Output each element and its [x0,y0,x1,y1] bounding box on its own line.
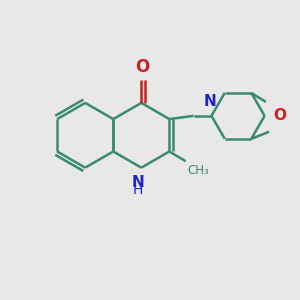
Text: H: H [133,183,143,197]
Text: CH₃: CH₃ [187,164,209,177]
Text: O: O [135,58,149,76]
Text: N: N [204,94,216,110]
Text: O: O [273,108,286,123]
Text: N: N [131,175,144,190]
